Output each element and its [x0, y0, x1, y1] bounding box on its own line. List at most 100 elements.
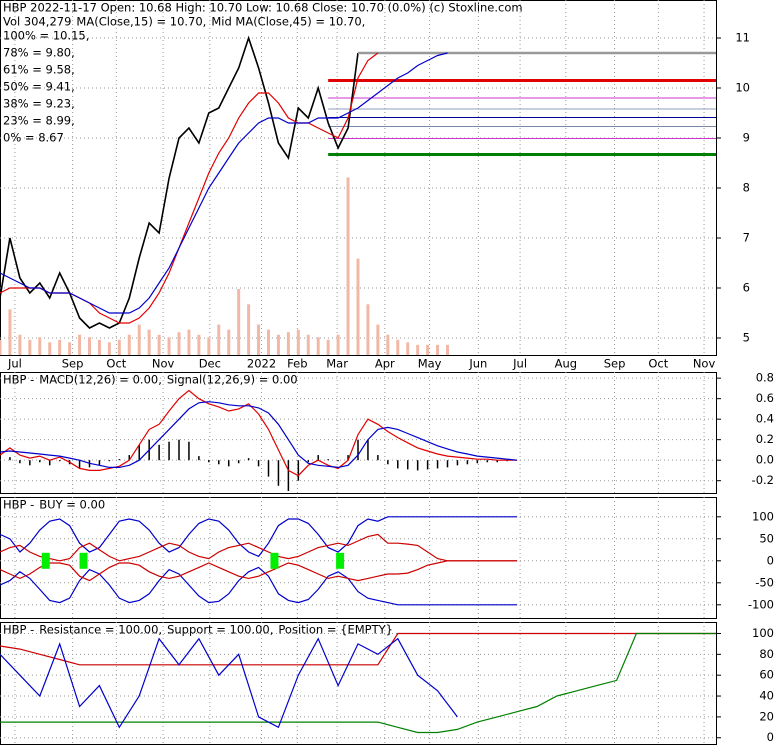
- volume-bar: [217, 324, 221, 355]
- legend-entry: Signal(12,26,9) = 0.00: [167, 373, 298, 387]
- volume-bar: [406, 342, 410, 355]
- x-tick-label: Jun: [468, 357, 487, 371]
- volume-bar: [326, 339, 330, 355]
- volume-bar: [0, 339, 2, 355]
- y-tick-label: 40: [759, 689, 774, 703]
- volume-bar: [386, 334, 390, 355]
- level-label: 0% = 8.67: [3, 131, 64, 145]
- volume-bar: [276, 334, 280, 355]
- series-line: [0, 637, 458, 729]
- volume-bar: [316, 337, 320, 355]
- legend-entry: Mid MA(Close,45) = 10.70,: [211, 15, 365, 29]
- x-tick-label: Mar: [326, 357, 348, 371]
- series-line: [0, 632, 716, 734]
- volume-bar: [88, 337, 91, 355]
- x-tick-label: Feb: [287, 357, 307, 371]
- y-tick-label: 60: [759, 668, 774, 682]
- volume-bar: [286, 332, 290, 355]
- x-tick-label: Apr: [375, 357, 395, 371]
- volume-bar: [436, 344, 440, 355]
- volume-bar: [416, 344, 420, 355]
- volume-bar: [147, 329, 151, 355]
- volume-bar: [296, 329, 300, 355]
- series-line: [0, 35, 359, 329]
- panel-label: HBP -: [3, 498, 34, 512]
- legend-entry: Resistance = 100.00,: [39, 623, 162, 637]
- buy-signal: [270, 552, 279, 569]
- volume-label: Vol 304,279: [3, 15, 71, 29]
- volume-bar: [137, 324, 141, 355]
- x-tick-label: Oct: [648, 357, 668, 371]
- x-tick-label: May: [418, 357, 442, 371]
- volume-bar: [107, 342, 111, 355]
- y-tick-label: 6: [743, 281, 750, 295]
- volume-bar: [58, 339, 62, 355]
- volume-bar: [177, 332, 181, 355]
- y-tick-label: 10: [735, 81, 750, 95]
- series-line: [0, 516, 518, 558]
- volume-bar: [167, 337, 171, 355]
- volume-bar: [207, 337, 211, 355]
- x-tick-label: Jul: [7, 357, 22, 371]
- level-label: 38% = 9.23,: [3, 97, 75, 111]
- buy-signal: [336, 552, 345, 569]
- volume-bar: [28, 339, 32, 355]
- level-label: 23% = 8.99,: [3, 114, 75, 128]
- volume-bar: [247, 304, 251, 355]
- volume-bar: [187, 329, 191, 355]
- level-label: 100% = 10.15,: [3, 29, 89, 43]
- x-tick-label: Nov: [152, 357, 175, 371]
- y-tick-label: 7: [743, 231, 750, 245]
- volume-bar: [97, 339, 101, 355]
- level-label: 50% = 9.41,: [3, 80, 75, 94]
- volume-bar: [306, 334, 310, 355]
- volume-bar: [346, 177, 350, 355]
- volume-bar: [267, 329, 270, 355]
- buy-signal: [41, 552, 50, 569]
- y-tick-label: 80: [759, 647, 774, 661]
- volume-bar: [336, 334, 340, 355]
- volume-bar: [117, 339, 121, 355]
- volume-bar: [356, 258, 360, 355]
- x-tick-label: Nov: [693, 357, 716, 371]
- volume-bar: [197, 334, 201, 355]
- legend-entry: Support = 100.00,: [167, 623, 273, 637]
- volume-bar: [237, 289, 241, 355]
- y-tick-label: -0.2: [752, 473, 774, 487]
- volume-bar: [68, 342, 72, 355]
- y-tick-label: -100: [748, 597, 774, 611]
- x-tick-label: Jul: [512, 357, 527, 371]
- volume-bar: [426, 344, 430, 355]
- y-tick-label: 11: [735, 31, 750, 45]
- panel-title: BUY = 0.00: [39, 498, 105, 512]
- y-tick-label: 50: [759, 531, 774, 545]
- level-label: 61% = 9.58,: [3, 63, 75, 77]
- level-label: 78% = 9.80,: [3, 46, 75, 60]
- volume-bar: [396, 339, 400, 355]
- y-tick-label: 0: [767, 553, 774, 567]
- volume-bar: [18, 334, 22, 355]
- volume-bar: [376, 324, 380, 355]
- y-tick-label: 9: [743, 131, 750, 145]
- panel-label: HBP -: [3, 373, 34, 387]
- x-tick-label: Sep: [62, 357, 84, 371]
- series-line: [0, 533, 518, 562]
- y-tick-label: 100: [752, 509, 774, 523]
- buy-signal: [79, 552, 88, 569]
- series-line: [0, 401, 518, 469]
- y-tick-label: 0.4: [756, 412, 774, 426]
- volume-bar: [38, 337, 42, 355]
- y-tick-label: 100: [752, 626, 774, 640]
- y-tick-label: 0.8: [756, 371, 774, 385]
- y-tick-label: 0.2: [756, 432, 774, 446]
- y-tick-label: 8: [743, 181, 750, 195]
- panel-frame: [0, 622, 717, 745]
- volume-bar: [227, 329, 231, 355]
- volume-bar: [157, 334, 161, 355]
- y-tick-label: 0.0: [756, 453, 774, 467]
- x-tick-label: Oct: [106, 357, 126, 371]
- y-tick-label: 20: [759, 709, 774, 723]
- legend-entry: Position = {EMPTY}: [278, 623, 393, 637]
- volume-bar: [48, 342, 52, 355]
